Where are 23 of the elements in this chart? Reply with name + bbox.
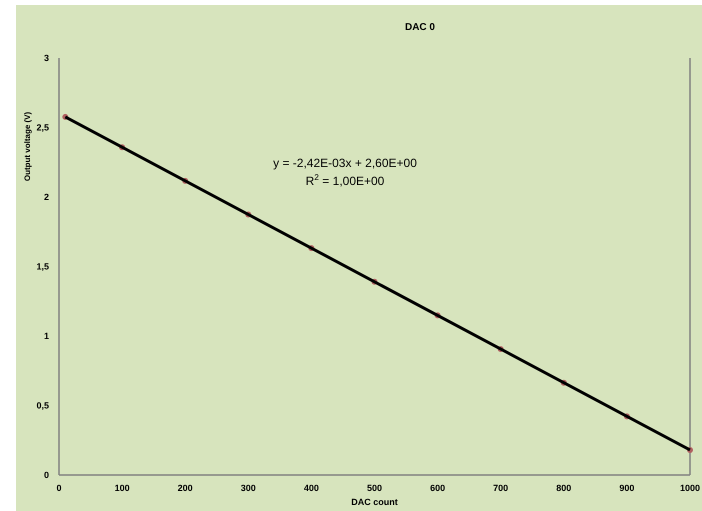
y-tick-label: 2,5 — [36, 122, 49, 133]
x-tick-label: 100 — [114, 483, 130, 493]
x-tick-label: 800 — [556, 483, 572, 493]
x-tick-label: 500 — [366, 483, 382, 493]
y-axis-title: Output voltage (V) — [23, 112, 32, 182]
y-tick-label: 3 — [44, 53, 49, 64]
chart-title: DAC 0 — [404, 22, 436, 33]
x-tick-label: 200 — [178, 483, 193, 493]
x-tick-label: 600 — [430, 483, 446, 493]
x-tick-label: 900 — [619, 483, 634, 493]
x-tick-label: 0 — [56, 483, 62, 493]
y-tick-label: 0 — [44, 470, 49, 480]
annotation: y = -2,42E-03x + 2,60E+00 — [273, 156, 418, 170]
y-tick-label: 1,5 — [36, 262, 49, 272]
x-tick-label: 400 — [304, 483, 319, 493]
x-tick-label: 700 — [493, 483, 508, 493]
annotation: R$^{2}$ = 1,00E+00 — [306, 172, 385, 188]
x-tick-label: 1000 — [680, 483, 700, 493]
x-axis-title: DAC count — [351, 497, 398, 507]
y-tick-label: 2 — [44, 192, 49, 202]
y-tick-label: 1 — [44, 331, 49, 342]
x-tick-label: 300 — [240, 483, 256, 493]
y-tick-label: 0,5 — [36, 400, 49, 411]
